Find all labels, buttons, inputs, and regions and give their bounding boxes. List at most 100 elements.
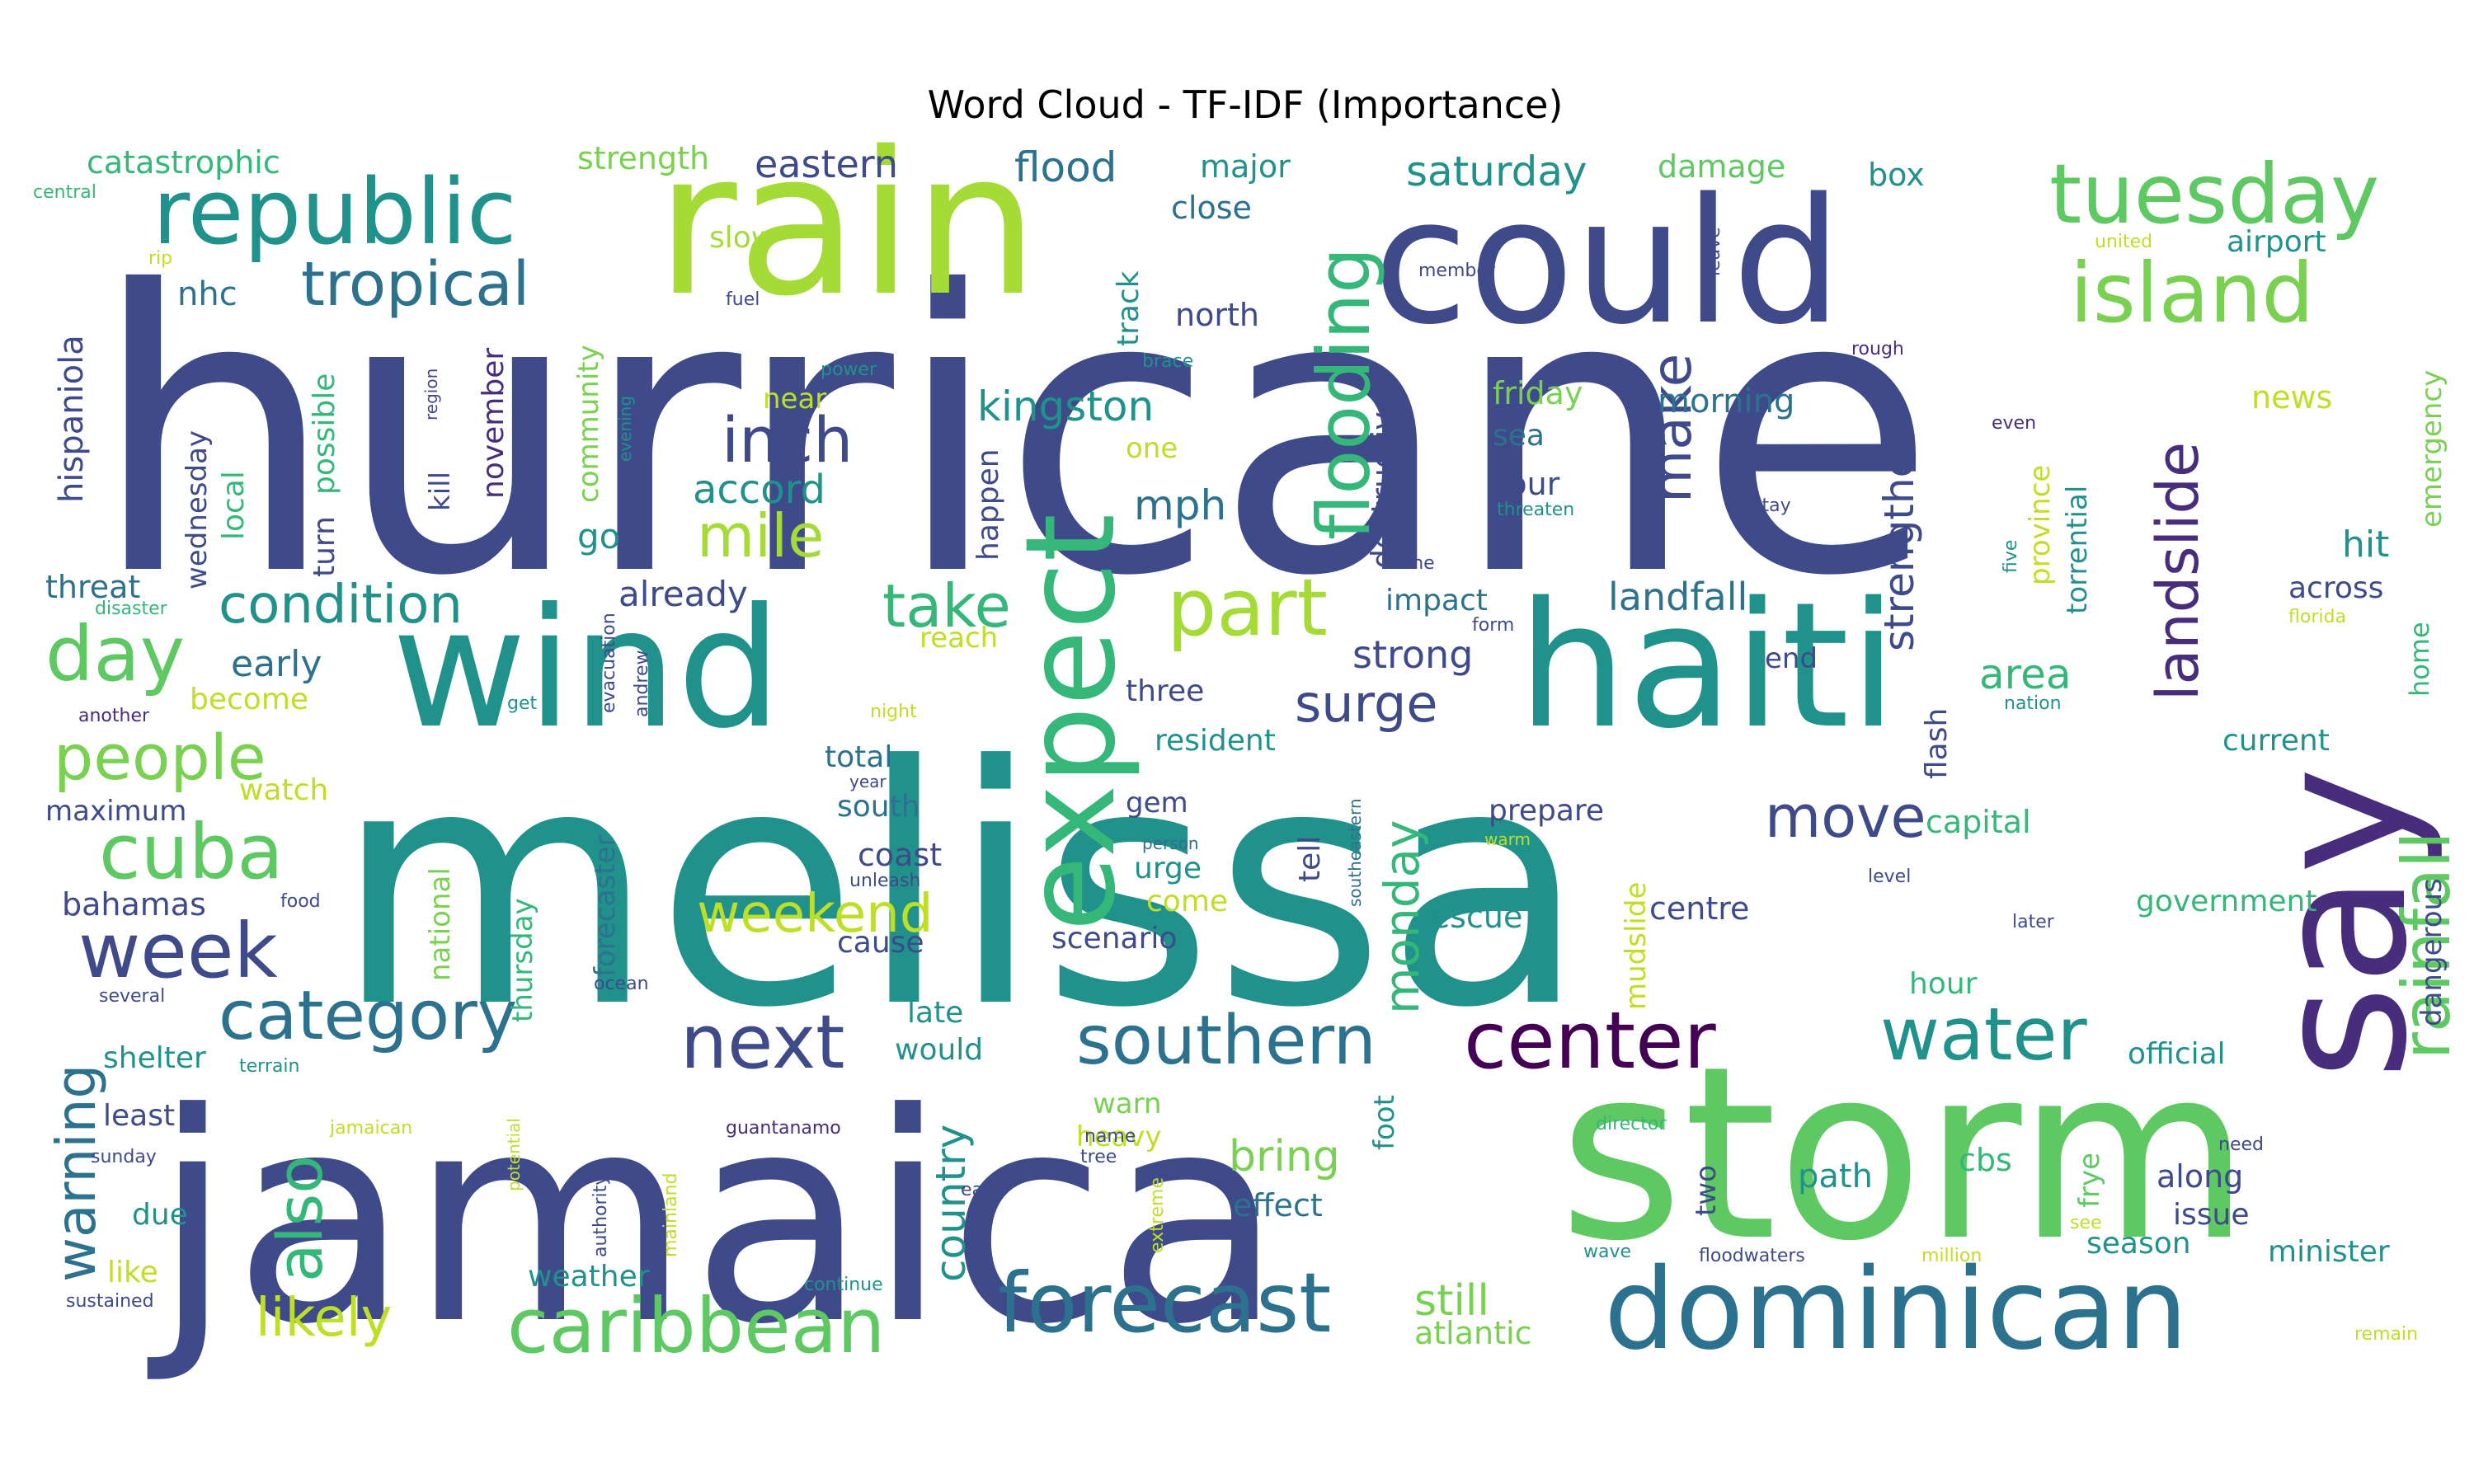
word-florida: florida bbox=[2288, 607, 2346, 627]
word-mile: mile bbox=[697, 501, 824, 571]
word-flash: flash bbox=[1920, 708, 1954, 779]
word-warning: warning bbox=[45, 1064, 108, 1282]
word-sustained: sustained bbox=[66, 1291, 154, 1312]
word-tree: tree bbox=[1080, 1147, 1117, 1167]
word-foot: foot bbox=[1368, 1095, 1401, 1150]
word-water: water bbox=[1880, 992, 2088, 1077]
word-end: end bbox=[1765, 642, 1818, 675]
word-centre: centre bbox=[1649, 890, 1749, 927]
word-emergency: emergency bbox=[2415, 370, 2448, 528]
word-fuel: fuel bbox=[726, 289, 760, 310]
word-community: community bbox=[572, 345, 605, 503]
word-jamaica: jamaica bbox=[143, 1051, 1283, 1388]
word-part: part bbox=[1167, 563, 1328, 654]
word-season: season bbox=[2086, 1227, 2191, 1261]
word-member: member bbox=[1418, 261, 1496, 281]
word-inch: inch bbox=[722, 403, 853, 477]
word-flood: flood bbox=[1014, 143, 1117, 191]
word-rescue: rescue bbox=[1418, 899, 1522, 935]
word-frye: frye bbox=[2073, 1153, 2106, 1208]
word-bahamas: bahamas bbox=[62, 886, 206, 923]
word-ocean: ocean bbox=[594, 974, 649, 994]
word-weather: weather bbox=[528, 1260, 650, 1294]
word-nhc: nhc bbox=[177, 275, 238, 313]
word-form: form bbox=[1472, 615, 1514, 636]
word-area: area bbox=[1979, 650, 2072, 698]
word-potential: potential bbox=[504, 1118, 524, 1191]
word-even: even bbox=[1992, 413, 2036, 434]
word-say: say bbox=[2236, 767, 2447, 1080]
word-country: country bbox=[927, 1125, 975, 1282]
word-likely: likely bbox=[256, 1288, 392, 1349]
word-later: later bbox=[2012, 912, 2055, 932]
word-director: director bbox=[1596, 1114, 1667, 1134]
word-surge: surge bbox=[1295, 674, 1438, 734]
word-coast: coast bbox=[858, 837, 942, 873]
word-evening: evening bbox=[615, 396, 635, 462]
word-region: region bbox=[421, 369, 441, 420]
word-track: track bbox=[1112, 270, 1145, 346]
word-mudslide: mudslide bbox=[1620, 882, 1653, 1010]
word-kill: kill bbox=[424, 472, 457, 511]
word-brace: brace bbox=[1142, 351, 1193, 372]
word-effect: effect bbox=[1233, 1187, 1323, 1223]
word-national: national bbox=[424, 867, 457, 981]
word-would: would bbox=[895, 1033, 983, 1067]
word-heavy: heavy bbox=[1076, 1120, 1162, 1153]
word-cbs: cbs bbox=[1959, 1142, 2012, 1178]
word-november: november bbox=[477, 348, 510, 499]
word-close: close bbox=[1171, 190, 1252, 226]
word-threat: threat bbox=[45, 569, 140, 605]
word-become: become bbox=[190, 683, 308, 716]
word-rainfall: rainfall bbox=[2388, 832, 2465, 1059]
word-strengthen: strengthen bbox=[1875, 426, 1923, 651]
word-southern: southern bbox=[1076, 1002, 1376, 1080]
word-path: path bbox=[1798, 1158, 1873, 1195]
word-warn: warn bbox=[1093, 1087, 1162, 1120]
word-cause: cause bbox=[837, 926, 924, 960]
word-storm: storm bbox=[1559, 1016, 2251, 1294]
word-least: least bbox=[103, 1099, 175, 1133]
word-authority: authority bbox=[590, 1175, 611, 1257]
word-disaster: disaster bbox=[95, 599, 168, 619]
word-forecaster: forecaster bbox=[589, 835, 622, 977]
word-along: along bbox=[2157, 1158, 2243, 1195]
word-box: box bbox=[1868, 157, 1925, 193]
word-damage: damage bbox=[1658, 148, 1785, 185]
word-eastern: eastern bbox=[755, 142, 898, 186]
word-monday: monday bbox=[1374, 820, 1430, 1014]
word-name: name bbox=[1084, 1126, 1136, 1147]
word-atlantic: atlantic bbox=[1414, 1315, 1531, 1351]
word-total: total bbox=[825, 740, 892, 774]
word-cuba: cuba bbox=[99, 808, 284, 896]
word-shelter: shelter bbox=[103, 1041, 206, 1075]
word-food: food bbox=[280, 891, 321, 912]
word-year: year bbox=[849, 772, 887, 791]
word-friday: friday bbox=[1493, 375, 1583, 411]
word-home: home bbox=[2404, 622, 2435, 697]
word-accord: accord bbox=[693, 467, 825, 513]
word-south: south bbox=[837, 790, 920, 824]
word-hispaniola: hispaniola bbox=[53, 335, 91, 503]
word-central: central bbox=[33, 182, 96, 203]
word-flooding: flooding bbox=[1301, 247, 1386, 540]
word-issue: issue bbox=[2173, 1198, 2249, 1232]
word-across: across bbox=[2288, 571, 2383, 605]
word-government: government bbox=[2136, 885, 2316, 918]
word-go: go bbox=[577, 516, 620, 556]
word-another: another bbox=[78, 706, 150, 726]
word-local: local bbox=[217, 471, 251, 540]
word-nation: nation bbox=[2004, 693, 2062, 714]
word-airport: airport bbox=[2227, 225, 2326, 259]
word-guantanamo: guantanamo bbox=[726, 1118, 841, 1139]
word-million: million bbox=[1921, 1246, 1982, 1266]
word-leave: leave bbox=[1704, 227, 1724, 276]
word-tuesday: tuesday bbox=[2049, 146, 2379, 242]
word-island: island bbox=[2070, 245, 2314, 341]
chart-title: Word Cloud - TF-IDF (Importance) bbox=[927, 82, 1564, 127]
word-jamaican: jamaican bbox=[329, 1118, 412, 1139]
word-five: five bbox=[2001, 540, 2021, 573]
word-could: could bbox=[1373, 161, 1842, 363]
word-rough: rough bbox=[1851, 339, 1904, 359]
